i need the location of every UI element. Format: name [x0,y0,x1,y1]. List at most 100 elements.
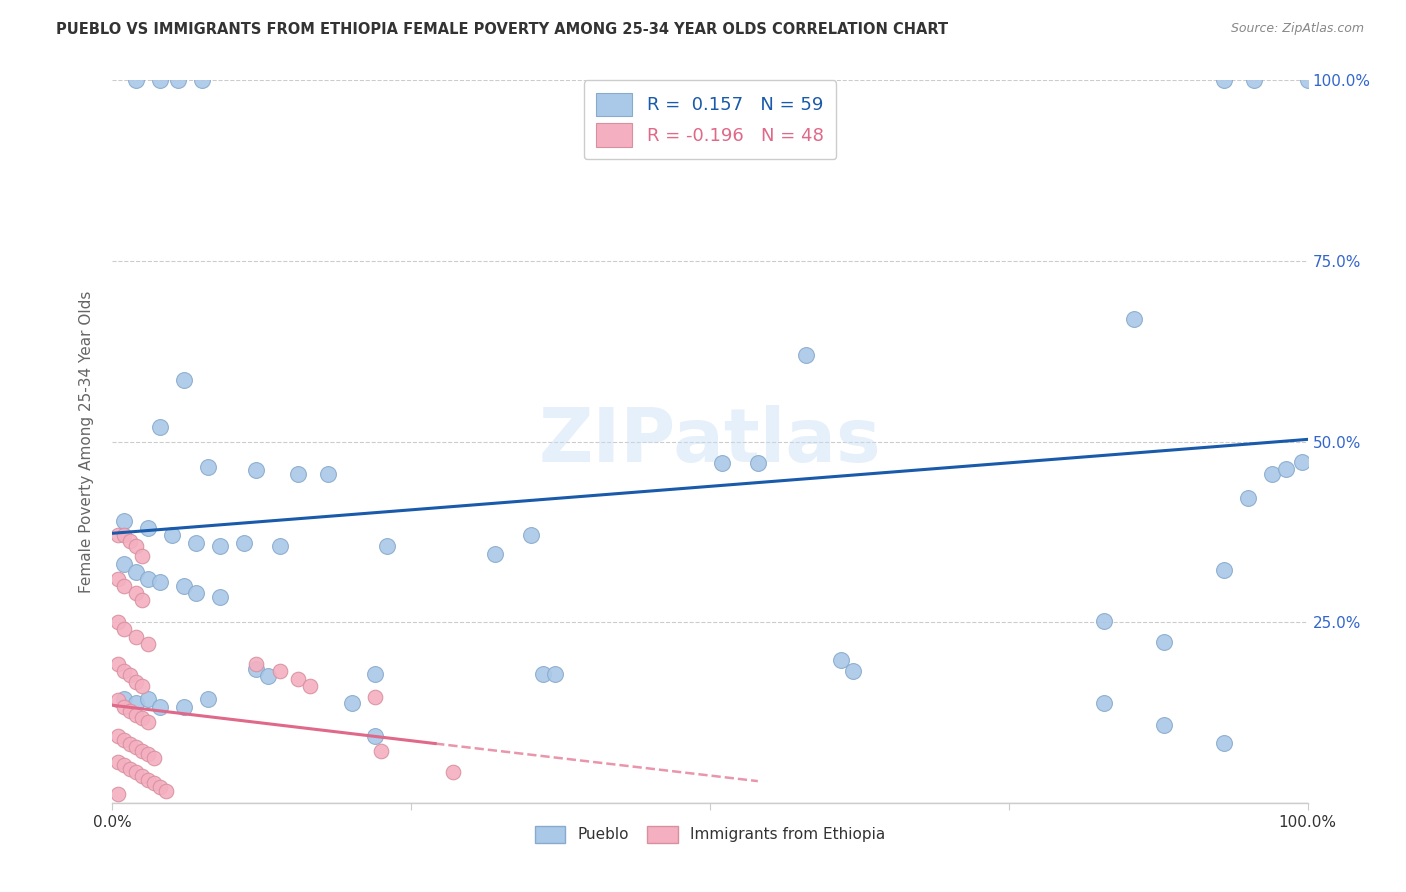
Point [114,692,135,706]
Point [125,586,148,600]
Point [794,348,817,362]
Y-axis label: Female Poverty Among 25-34 Year Olds: Female Poverty Among 25-34 Year Olds [79,291,94,592]
Point [107,572,129,586]
Point [107,657,129,671]
Point [370,744,392,758]
Point [191,73,214,87]
Point [1243,73,1265,87]
Point [441,765,464,780]
Point [107,787,129,801]
Point [107,729,129,743]
Point [257,669,280,683]
Point [114,665,135,679]
Point [138,637,160,651]
Point [138,692,160,706]
Point [298,679,321,693]
Point [316,467,339,481]
Point [125,740,148,755]
Point [114,514,135,528]
Point [131,679,153,693]
Point [131,744,153,758]
Point [269,539,291,553]
Point [1094,614,1116,628]
Point [245,662,267,676]
Point [1123,311,1146,326]
Point [120,534,142,549]
Point [138,572,160,586]
Point [1237,491,1260,505]
Point [143,776,166,790]
Point [269,665,291,679]
Point [1213,736,1236,750]
Point [531,667,554,681]
Point [149,699,172,714]
Text: PUEBLO VS IMMIGRANTS FROM ETHIOPIA FEMALE POVERTY AMONG 25-34 YEAR OLDS CORRELAT: PUEBLO VS IMMIGRANTS FROM ETHIOPIA FEMAL… [56,22,949,37]
Point [120,704,142,718]
Point [543,667,565,681]
Point [245,463,267,477]
Point [340,696,363,710]
Point [245,657,267,671]
Text: Source: ZipAtlas.com: Source: ZipAtlas.com [1230,22,1364,36]
Point [107,528,129,542]
Point [233,535,256,549]
Point [364,690,387,704]
Point [173,373,195,387]
Point [125,765,148,780]
Point [114,758,135,772]
Point [1275,462,1298,476]
Point [107,755,129,769]
Point [125,630,148,644]
Point [138,772,160,787]
Point [287,467,309,481]
Point [138,714,160,729]
Point [173,579,195,593]
Point [138,747,160,762]
Point [209,539,232,553]
Point [1291,455,1313,469]
Point [1213,563,1236,577]
Point [114,579,135,593]
Point [1213,73,1236,87]
Point [120,737,142,751]
Point [131,711,153,725]
Point [747,456,769,470]
Point [364,729,387,743]
Point [197,692,219,706]
Point [1094,696,1116,710]
Point [1153,718,1175,732]
Point [107,693,129,707]
Point [1296,73,1319,87]
Point [125,565,148,579]
Point [209,590,232,604]
Point [131,769,153,783]
Point [114,700,135,714]
Point [131,549,153,563]
Legend: Pueblo, Immigrants from Ethiopia: Pueblo, Immigrants from Ethiopia [529,820,891,849]
Point [377,539,399,553]
Point [287,672,309,686]
Point [107,615,129,630]
Point [186,586,208,600]
Point [120,762,142,776]
Point [1261,467,1284,481]
Point [125,539,148,553]
Point [125,696,148,710]
Point [114,733,135,747]
Point [125,707,148,722]
Text: ZIPatlas: ZIPatlas [538,405,882,478]
Point [125,73,148,87]
Point [173,699,195,714]
Point [1153,635,1175,649]
Point [149,780,172,794]
Point [114,558,135,572]
Point [364,667,387,681]
Point [831,653,853,667]
Point [711,456,734,470]
Point [143,751,166,765]
Point [131,593,153,607]
Point [186,535,208,549]
Point [197,459,219,474]
Point [149,420,172,434]
Point [120,668,142,682]
